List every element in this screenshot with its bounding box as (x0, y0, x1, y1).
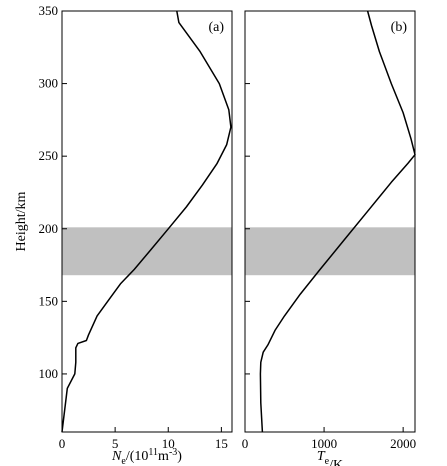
profile-line-1 (259, 10, 416, 433)
y-axis-label: Height/km (14, 191, 29, 251)
plot-frame (244, 10, 416, 433)
x-tick-label: 1000 (311, 436, 337, 451)
panels: 0 5 10 15100150200250300350(a)Ne/(1011m-3)0… (39, 3, 417, 466)
x-tick-label: 5 (112, 436, 119, 451)
panel-1: 0 5 10 15 100 150 200 250 300 350 (a) Ne/(1011m-3) (39, 3, 233, 466)
panel-label: (a) (208, 20, 224, 35)
plot-frame (61, 10, 233, 433)
x-tick-label: 15 (215, 436, 228, 451)
x-tick-label: 0 (242, 436, 249, 451)
y-tick-label: 100 (39, 366, 59, 381)
panel-label: (b) (391, 20, 408, 35)
x-tick-label: 2000 (390, 436, 416, 451)
y-tick-label: 300 (39, 76, 59, 91)
shaded-band-panel-2 (245, 227, 415, 276)
x-tick-label: 10 (162, 436, 175, 451)
y-tick-label: 250 (39, 148, 59, 163)
shaded-band-panel-1 (62, 227, 232, 276)
y-tick-label: 350 (39, 3, 59, 18)
y-tick-label: 150 (39, 293, 59, 308)
x-tick-label: 0 (59, 436, 66, 451)
panel-2: 0 1000 2000 (b) Te/K (242, 10, 416, 466)
x-axis-label: Te/K (317, 449, 343, 466)
x-axis-label: Ne/(1011m-3) (111, 447, 182, 466)
shaded-height-band (62, 227, 415, 276)
y-tick-label: 200 (39, 221, 59, 236)
profile-line-1 (61, 10, 232, 433)
